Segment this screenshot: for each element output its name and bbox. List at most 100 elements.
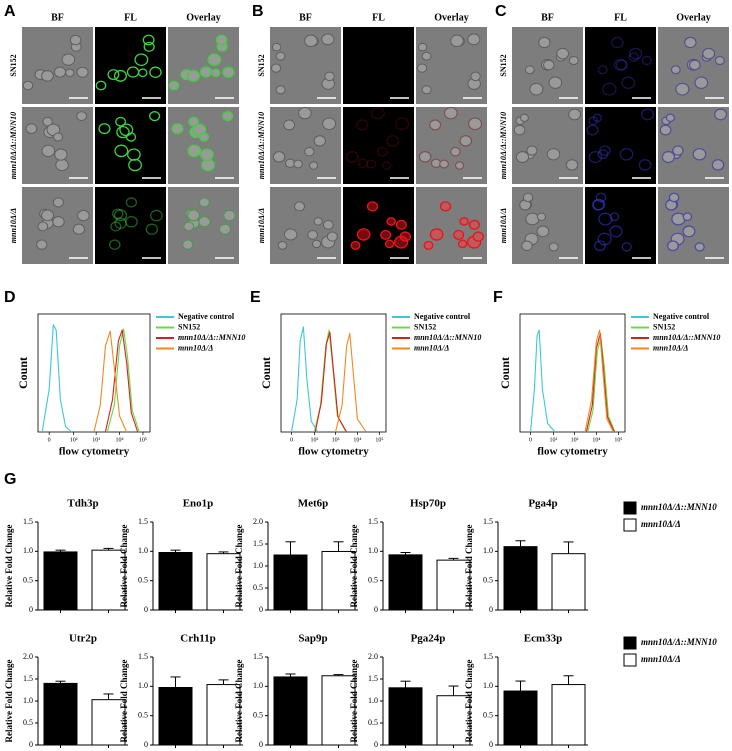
micrograph xyxy=(343,27,414,104)
fluorescence xyxy=(114,217,127,229)
cell xyxy=(321,33,335,46)
fluorescence xyxy=(592,113,603,123)
fluorescence xyxy=(597,149,609,160)
cell xyxy=(714,55,725,65)
cell xyxy=(37,221,49,232)
y-tick-label: 0.5 xyxy=(483,710,493,719)
y-tick-label: 1.0 xyxy=(138,681,148,690)
fluorescence xyxy=(125,132,137,142)
column-header: Overlay xyxy=(676,12,710,23)
cell xyxy=(711,159,725,171)
y-axis-label: Relative Fold Change xyxy=(349,659,359,742)
cell xyxy=(41,70,54,82)
x-tick-label: 10⁴ xyxy=(353,437,361,443)
fluorescence xyxy=(628,52,639,62)
bar xyxy=(43,682,78,746)
chart-title: Hsp70p xyxy=(410,498,446,510)
y-tick-label: 0 xyxy=(29,740,33,749)
y-tick-label: 1.0 xyxy=(368,546,378,555)
chart-title: Crh11p xyxy=(180,633,215,645)
fluorescence xyxy=(615,59,628,71)
fluorescence xyxy=(145,223,159,235)
fluorescence xyxy=(692,147,707,161)
fluorescence xyxy=(198,132,210,142)
y-tick-label: 1.5 xyxy=(368,517,378,526)
cell xyxy=(672,145,684,156)
fluorescence xyxy=(454,161,465,170)
cell xyxy=(548,242,559,252)
legend-swatch xyxy=(623,636,637,650)
fluorescence xyxy=(137,68,148,78)
fluorescence xyxy=(110,221,122,232)
fluorescence xyxy=(215,34,228,46)
y-tick-label: 0 xyxy=(259,605,263,614)
cell xyxy=(322,117,337,131)
fluorescence xyxy=(711,159,725,171)
cell xyxy=(455,161,465,170)
column-header: FL xyxy=(614,12,627,23)
fluorescence xyxy=(595,192,607,203)
x-axis-label: flow cytometry xyxy=(298,446,369,458)
cell xyxy=(25,123,38,134)
bar xyxy=(551,684,586,746)
cell xyxy=(324,71,335,82)
fluorescence xyxy=(107,69,120,81)
fluorescence xyxy=(187,144,202,158)
row-label: mnn10Δ/Δ::MNN10 xyxy=(499,112,508,179)
cell xyxy=(187,209,200,222)
cell xyxy=(61,53,76,66)
y-tick-label: 1.5 xyxy=(23,517,33,526)
legend-label: Negative control xyxy=(178,312,235,321)
fluorescence xyxy=(386,135,400,147)
cell xyxy=(182,239,194,250)
y-tick-label: 1.0 xyxy=(483,681,493,690)
fluorescence xyxy=(125,215,138,228)
row-label: mnn10Δ/Δ::MNN10 xyxy=(9,112,18,179)
y-axis-label: Relative Fold Change xyxy=(119,524,129,607)
legend-label: mnn10Δ/Δ::MNN10 xyxy=(178,333,245,342)
cell xyxy=(684,36,697,49)
x-tick-label: 10⁵ xyxy=(614,437,622,443)
y-tick-label: 1.5 xyxy=(138,652,148,661)
micrograph xyxy=(585,107,656,184)
x-tick-label: 10³ xyxy=(571,437,579,443)
chart-title: Ecm33p xyxy=(524,633,563,645)
y-axis-label: Relative Fold Change xyxy=(234,659,244,742)
y-tick-label: 2.0 xyxy=(253,517,263,526)
fluorescence xyxy=(641,55,652,66)
fluorescence xyxy=(659,124,672,136)
x-tick-label: 10² xyxy=(549,437,557,443)
cell xyxy=(536,225,550,238)
cell xyxy=(522,192,534,203)
y-tick-label: 1.5 xyxy=(253,539,263,548)
plot-frame xyxy=(519,313,626,433)
fluorescence xyxy=(621,242,632,252)
cell xyxy=(692,148,707,161)
fluorescence xyxy=(453,229,465,240)
fluorescence xyxy=(115,116,126,127)
histogram-curve xyxy=(104,329,139,433)
legend-swatch xyxy=(623,501,637,515)
fluorescence xyxy=(381,161,392,170)
fluorescence xyxy=(472,231,485,242)
fluorescence xyxy=(439,201,452,212)
fluorescence xyxy=(457,239,468,249)
micrograph xyxy=(585,187,656,264)
histogram-curve xyxy=(93,330,128,433)
cell xyxy=(546,148,561,161)
row-label: mnn10Δ/Δ xyxy=(499,208,508,243)
panel-letter: F xyxy=(493,289,503,306)
column-header: Overlay xyxy=(434,12,468,23)
chart-title: Pga4p xyxy=(528,498,557,510)
cell xyxy=(515,151,530,164)
cell xyxy=(277,240,288,250)
column-header: BF xyxy=(299,12,312,23)
y-tick-label: 0.5 xyxy=(23,575,33,584)
fluorescence xyxy=(125,197,138,208)
y-tick-label: 1.0 xyxy=(23,696,33,705)
legend-label: mnn10Δ/Δ xyxy=(414,343,449,352)
x-tick-label: 10³ xyxy=(332,437,340,443)
cell xyxy=(307,230,319,240)
cell xyxy=(218,223,232,235)
x-tick-label: 10² xyxy=(70,437,78,443)
